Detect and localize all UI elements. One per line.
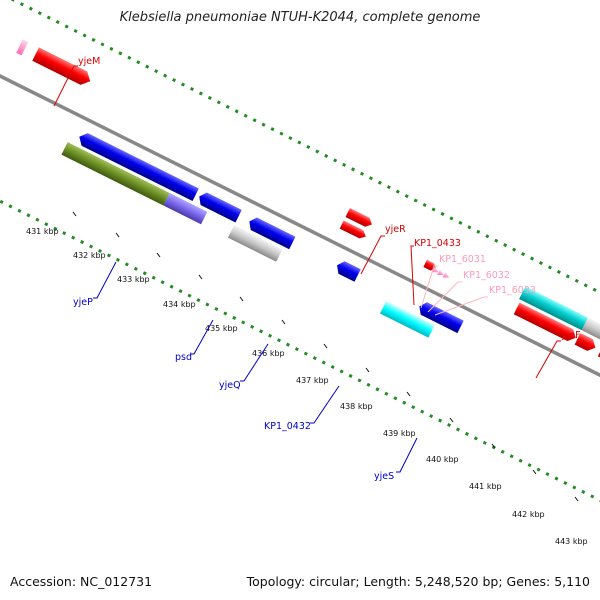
gene-label-KP1_0432: KP1_0432 xyxy=(264,421,311,432)
gene-yjeR-b[interactable] xyxy=(339,220,368,241)
scale-label: 433 kbp xyxy=(117,275,150,284)
leader-lines xyxy=(53,65,561,473)
scale-label: 440 kbp xyxy=(426,455,459,464)
scale-label: 431 kbp xyxy=(26,227,59,236)
gene-reverse-partial[interactable] xyxy=(61,142,170,206)
scale-label: 443 kbp xyxy=(555,537,588,546)
gene-label-KP1_6033: KP1_6033 xyxy=(489,285,536,296)
gene-KP1_0432[interactable] xyxy=(334,259,361,282)
scale-label: 441 kbp xyxy=(469,482,502,491)
gene-psd-blue[interactable] xyxy=(196,190,242,223)
scale-label: 432 kbp xyxy=(73,251,106,260)
gene-KP1_6032[interactable] xyxy=(437,269,445,278)
gene-psd[interactable] xyxy=(163,193,208,225)
summary-text: Topology: circular; Length: 5,248,520 bp… xyxy=(246,574,590,589)
scale-label: 435 kbp xyxy=(205,324,238,333)
backbone-inner xyxy=(0,41,600,411)
scale-label: 437 kbp xyxy=(296,376,329,385)
gene-KP1_6033[interactable] xyxy=(442,272,451,280)
backbone-highlight xyxy=(0,39,600,407)
gene-label-yjeS: yjeS xyxy=(374,471,394,482)
map-title: Klebsiella pneumoniae NTUH-K2044, comple… xyxy=(119,10,481,25)
scale-label: 439 kbp xyxy=(383,429,416,438)
gene-label-KP1_6032: KP1_6032 xyxy=(463,270,510,281)
scale-label: 442 kbp xyxy=(512,510,545,519)
gene-label-yjeQ: yjeQ xyxy=(219,380,241,391)
gc-track-upper xyxy=(0,0,600,345)
accession-text: Accession: NC_012731 xyxy=(10,574,153,589)
gene-yjeR-a[interactable] xyxy=(345,208,374,229)
gene-yjeQ-blue[interactable] xyxy=(246,215,296,250)
gene-label-yjeF: yjeF xyxy=(561,330,581,341)
scale-label: 438 kbp xyxy=(340,402,373,411)
gc-track-lower xyxy=(0,141,600,511)
scale-ticks xyxy=(72,211,579,502)
gene-label-yjeR: yjeR xyxy=(385,224,406,235)
backbone-outer xyxy=(0,35,600,407)
gene-red-lower-2[interactable] xyxy=(574,332,599,354)
gene-yjeQ[interactable] xyxy=(227,225,283,262)
gene-label-KP1_6031: KP1_6031 xyxy=(439,254,486,265)
gene-labels: yjeM yjeR KP1_0433 KP1_6031 KP1_6032 KP1… xyxy=(73,56,581,482)
gene-yjeF-cyan[interactable] xyxy=(519,286,588,331)
gene-label-yjeM: yjeM xyxy=(78,56,100,67)
gene-KP1_6031[interactable] xyxy=(431,266,440,275)
gene-yjeP[interactable] xyxy=(76,130,199,202)
gene-forward-partial[interactable] xyxy=(16,39,29,56)
scale-label: 434 kbp xyxy=(163,300,196,309)
gene-label-yjeP: yjeP xyxy=(73,297,93,308)
gene-yjeM[interactable] xyxy=(32,47,93,88)
gene-KP1_0433[interactable] xyxy=(423,259,437,273)
gene-label-KP1_0433: KP1_0433 xyxy=(414,238,461,249)
scale-labels: 431 kbp 432 kbp 433 kbp 434 kbp 435 kbp … xyxy=(26,227,588,546)
gene-label-psd: psd xyxy=(175,352,192,363)
scale-label: 436 kbp xyxy=(252,349,285,358)
gene-yjeS[interactable] xyxy=(380,300,435,338)
gene-red-lower-1[interactable] xyxy=(513,302,579,344)
gene-yjeF-gray[interactable] xyxy=(581,317,600,341)
